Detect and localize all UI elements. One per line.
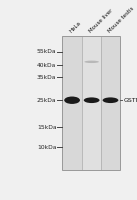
Ellipse shape	[64, 97, 80, 104]
Bar	[62, 36, 82, 170]
Ellipse shape	[103, 97, 118, 103]
Ellipse shape	[84, 61, 99, 63]
Bar	[101, 36, 120, 170]
Text: HeLa: HeLa	[68, 21, 82, 34]
Ellipse shape	[84, 97, 99, 103]
Text: 40kDa: 40kDa	[37, 63, 56, 68]
Text: 25kDa: 25kDa	[37, 98, 56, 103]
Text: 10kDa: 10kDa	[37, 145, 56, 150]
Text: Mouse testis: Mouse testis	[107, 6, 135, 34]
Text: 55kDa: 55kDa	[37, 49, 56, 54]
Text: GSTM3: GSTM3	[123, 98, 137, 103]
Bar	[62, 36, 120, 170]
Text: 35kDa: 35kDa	[37, 75, 56, 80]
Text: Mouse liver: Mouse liver	[88, 8, 114, 34]
Text: 15kDa: 15kDa	[37, 125, 56, 130]
Bar	[82, 36, 101, 170]
